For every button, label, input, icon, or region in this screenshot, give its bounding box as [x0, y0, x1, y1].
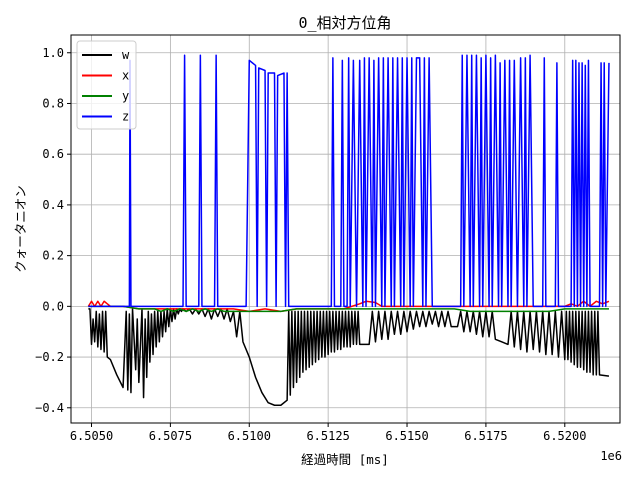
x-tick-label: 6.5075 — [149, 429, 192, 443]
chart-title: 0_相対方位角 — [298, 14, 391, 32]
x-offset-label: 1e6 — [600, 449, 622, 463]
y-tick-label: −0.2 — [35, 350, 64, 364]
y-tick-label: 0.2 — [42, 249, 64, 263]
series-line-z — [88, 54, 610, 308]
x-axis-label: 経過時間 [ms] — [301, 452, 389, 467]
legend-box — [76, 40, 137, 130]
y-tick-label: 0.8 — [42, 96, 64, 110]
x-tick-label: 6.5175 — [464, 429, 507, 443]
x-tick-label: 6.5100 — [228, 429, 271, 443]
series-line-w — [88, 308, 610, 406]
x-tick-label: 6.5150 — [385, 429, 428, 443]
series-group — [87, 54, 610, 406]
y-tick-label: 0.0 — [42, 299, 64, 313]
legend-label-z: z — [122, 110, 129, 124]
y-tick-label: 0.4 — [42, 198, 64, 212]
legend-label-x: x — [122, 69, 129, 83]
y-axis: −0.4 −0.2 0.0 0.2 0.4 0.6 0.8 1.0 — [35, 46, 71, 415]
series-line-y — [88, 305, 609, 313]
y-tick-label: −0.4 — [35, 401, 64, 415]
y-tick-label: 0.6 — [42, 147, 64, 161]
x-tick-label: 6.5200 — [543, 429, 586, 443]
legend-label-w: w — [122, 48, 130, 62]
legend-label-y: y — [122, 89, 129, 103]
x-tick-label: 6.5050 — [70, 429, 113, 443]
plot-frame — [70, 34, 621, 424]
y-tick-label: 1.0 — [42, 46, 64, 60]
y-axis-label: クォータニオン — [13, 185, 28, 273]
x-axis: 6.5050 6.5075 6.5100 6.5125 6.5150 6.5175 6.52… — [70, 423, 586, 443]
x-tick-label: 6.5125 — [306, 429, 349, 443]
